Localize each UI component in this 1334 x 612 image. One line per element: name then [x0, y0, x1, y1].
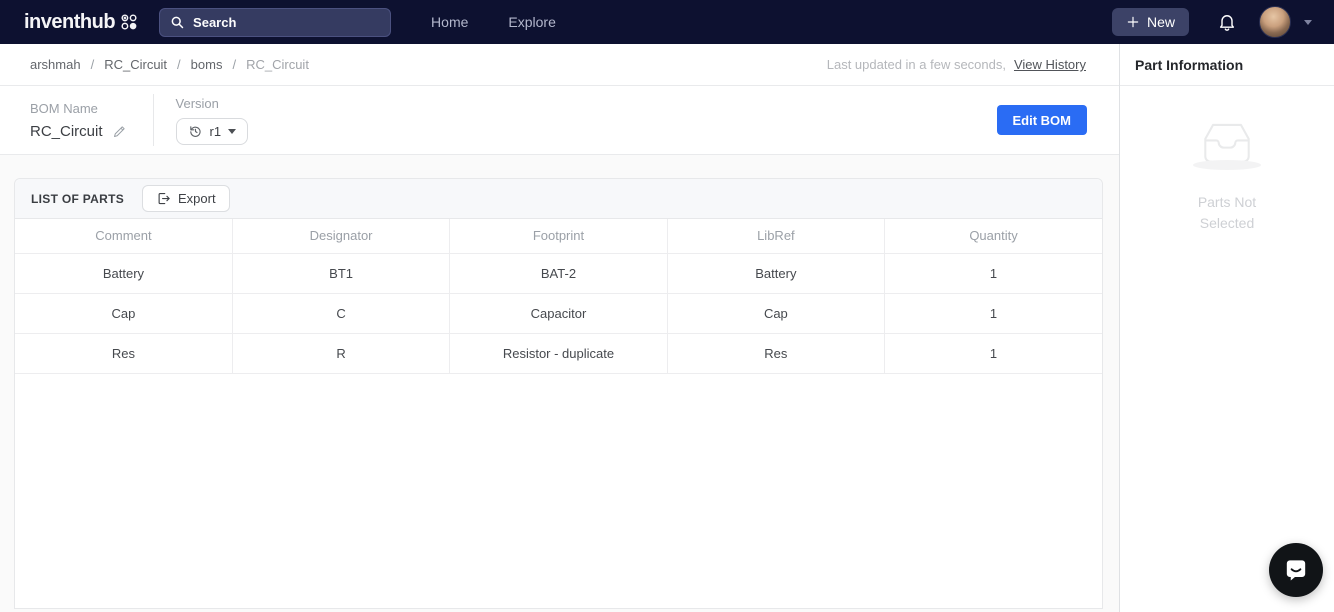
cell-comment: Battery: [15, 253, 233, 294]
new-button-label: New: [1146, 14, 1175, 30]
part-information-panel: Part Information Parts Not Selected: [1119, 44, 1334, 612]
column-header-footprint: Footprint: [449, 219, 668, 254]
history-icon: [188, 124, 203, 139]
breadcrumb-user[interactable]: arshmah: [30, 57, 81, 72]
edit-name-pencil-icon[interactable]: [112, 124, 127, 139]
parts-card-header: LIST OF PARTS Export: [15, 179, 1102, 219]
table-row[interactable]: Battery BT1 BAT-2 Battery 1: [15, 253, 1102, 294]
bom-name-group: BOM Name RC_Circuit: [30, 101, 127, 140]
edit-bom-button[interactable]: Edit BOM: [996, 105, 1087, 135]
export-button[interactable]: Export: [142, 185, 230, 212]
bom-name-label: BOM Name: [30, 100, 98, 116]
cell-libref: Res: [667, 333, 886, 374]
cell-footprint: Resistor - duplicate: [449, 333, 668, 374]
nav-link-explore[interactable]: Explore: [508, 14, 556, 30]
chat-bubble-icon: [1282, 556, 1310, 584]
view-history-link[interactable]: View History: [1013, 57, 1086, 72]
notifications-bell-icon[interactable]: [1217, 12, 1237, 32]
cell-quantity: 1: [884, 293, 1102, 334]
table-row[interactable]: Cap C Capacitor Cap 1: [15, 293, 1102, 334]
nav-link-home[interactable]: Home: [431, 14, 469, 30]
bom-name-value: RC_Circuit: [30, 122, 103, 140]
breadcrumb-boms[interactable]: boms: [190, 57, 223, 72]
export-icon: [156, 191, 171, 206]
breadcrumb: arshmah / RC_Circuit / boms / RC_Circuit: [30, 57, 309, 72]
inventhub-logo[interactable]: inventhub: [24, 11, 139, 34]
part-info-header: Part Information: [1120, 44, 1334, 86]
account-menu-caret-icon[interactable]: [1304, 19, 1312, 25]
export-button-label: Export: [178, 191, 216, 206]
column-header-quantity: Quantity: [884, 219, 1102, 254]
last-updated-text: Last updated in a few seconds,: [826, 57, 1006, 72]
parts-table: Comment Designator Footprint LibRef Quan…: [15, 219, 1102, 374]
search-input[interactable]: [193, 14, 381, 30]
breadcrumb-separator: /: [232, 57, 237, 72]
cell-quantity: 1: [884, 333, 1102, 374]
logo-mark-icon: [119, 12, 139, 32]
version-selector[interactable]: r1: [175, 117, 249, 145]
parts-table-header-row: Comment Designator Footprint LibRef Quan…: [15, 219, 1102, 254]
breadcrumb-current: RC_Circuit: [246, 57, 309, 72]
cell-designator: R: [232, 333, 451, 374]
column-header-comment: Comment: [15, 219, 233, 254]
cell-comment: Res: [15, 333, 233, 374]
nav-links: Home Explore: [431, 14, 556, 30]
search-icon: [170, 15, 185, 30]
chat-launcher-button[interactable]: [1269, 543, 1323, 597]
plus-icon: [1126, 15, 1140, 29]
cell-footprint: Capacitor: [449, 293, 668, 334]
vertical-divider: [152, 94, 154, 146]
global-search[interactable]: [159, 7, 392, 37]
breadcrumb-project[interactable]: RC_Circuit: [104, 57, 168, 72]
cell-quantity: 1: [884, 253, 1102, 294]
parts-table-body: Battery BT1 BAT-2 Battery 1 Cap C Capaci…: [15, 253, 1102, 374]
version-caret-icon: [228, 128, 237, 134]
breadcrumb-separator: /: [90, 57, 95, 72]
part-info-title: Part Information: [1135, 56, 1244, 73]
column-header-libref: LibRef: [667, 219, 886, 254]
cell-comment: Cap: [15, 293, 233, 334]
logo-text: inventhub: [24, 10, 116, 33]
version-label: Version: [175, 95, 219, 111]
version-value: r1: [209, 123, 222, 139]
parts-card-title: LIST OF PARTS: [31, 191, 125, 206]
new-button[interactable]: New: [1111, 8, 1189, 36]
empty-state-text: Parts Not Selected: [1197, 194, 1257, 231]
cell-designator: C: [232, 293, 451, 334]
top-navbar: inventhub Home Explore: [0, 0, 1334, 44]
bom-header-bar: BOM Name RC_Circuit Version: [0, 86, 1119, 155]
version-group: Version r1: [175, 95, 249, 145]
inbox-shadow: [1193, 160, 1261, 170]
cell-footprint: BAT-2: [449, 253, 668, 294]
cell-libref: Cap: [667, 293, 886, 334]
cell-designator: BT1: [232, 253, 451, 294]
content-area: LIST OF PARTS Export: [0, 155, 1119, 612]
cell-libref: Battery: [667, 253, 886, 294]
main-area: arshmah / RC_Circuit / boms / RC_Circuit…: [0, 44, 1334, 612]
bom-main-column: arshmah / RC_Circuit / boms / RC_Circuit…: [0, 44, 1119, 612]
part-info-empty-state: Parts Not Selected: [1120, 118, 1334, 234]
breadcrumb-bar: arshmah / RC_Circuit / boms / RC_Circuit…: [0, 44, 1119, 86]
breadcrumb-separator: /: [177, 57, 181, 72]
column-header-designator: Designator: [232, 219, 451, 254]
user-avatar[interactable]: [1259, 6, 1291, 38]
table-row[interactable]: Res R Resistor - duplicate Res 1: [15, 333, 1102, 374]
list-of-parts-card: LIST OF PARTS Export: [14, 178, 1103, 609]
